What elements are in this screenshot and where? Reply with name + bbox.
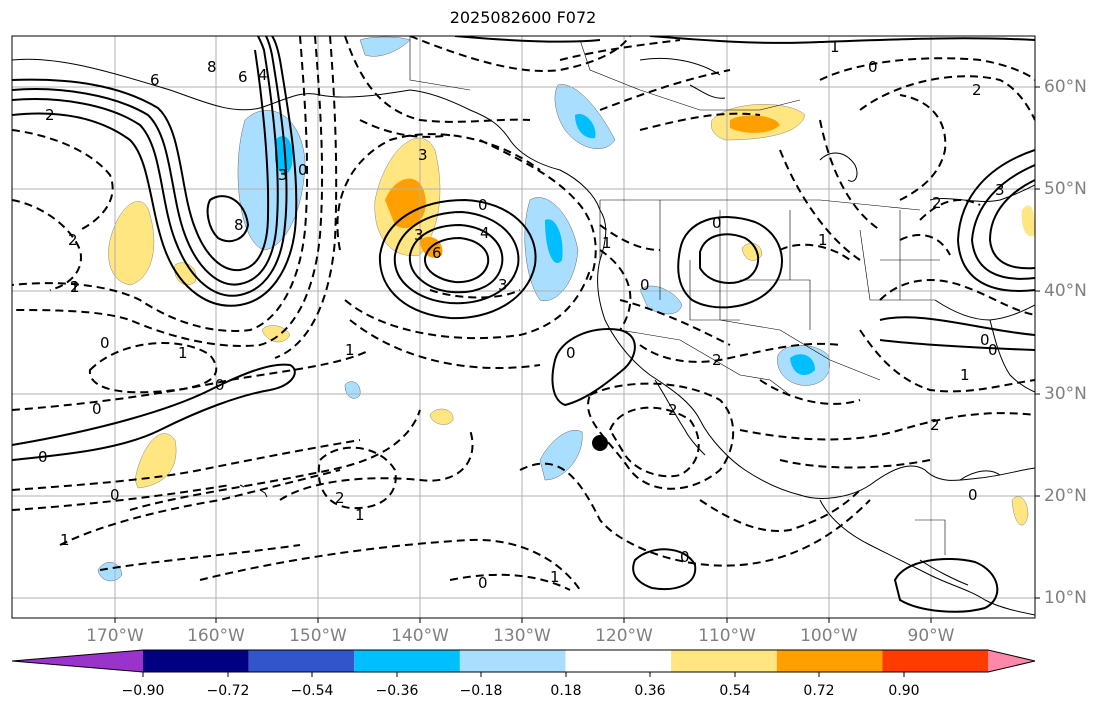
- contour-label: 0: [298, 161, 308, 179]
- contour-label: 2: [930, 416, 940, 434]
- colorbar-tick-label: −0.54: [290, 683, 334, 699]
- lon-label: 110°W: [698, 626, 756, 646]
- contour-label: 1: [70, 278, 80, 296]
- lat-label: 60°N: [1044, 77, 1087, 97]
- colorbar-tick-label: 0.90: [888, 683, 920, 699]
- contour-label: 8: [234, 216, 244, 234]
- colorbar-tick-label: 0.18: [550, 683, 582, 699]
- contour-label: 0: [100, 334, 110, 352]
- lon-label: 130°W: [493, 626, 551, 646]
- lat-label: 30°N: [1044, 384, 1087, 404]
- contour-label: 0: [988, 341, 998, 359]
- lat-label: 50°N: [1044, 179, 1087, 199]
- contour-label: 3: [995, 181, 1005, 199]
- colorbar-tick-label: 0.36: [634, 683, 666, 699]
- contour-label: 0: [478, 574, 488, 592]
- contour-label: 1: [960, 366, 970, 384]
- contour-label: 4: [480, 224, 490, 242]
- contour-label: 0: [680, 548, 690, 566]
- graticule: [12, 36, 1035, 618]
- contour-label: 3: [418, 146, 428, 164]
- contour-label: 6: [432, 244, 442, 262]
- contour-label: 1: [602, 234, 612, 252]
- contour-label: 0: [478, 196, 488, 214]
- contour-label: 2: [335, 489, 345, 507]
- contour-label: 0: [92, 400, 102, 418]
- contour-label: 4: [258, 66, 268, 84]
- contour-labels: 2 6 8 6 4 0 3 2 1 0 1 0 2 3 8 3 0 4 6 3 …: [38, 38, 1005, 592]
- lon-label: 90°W: [907, 626, 955, 646]
- contour-label: 0: [868, 58, 878, 76]
- lon-label: 120°W: [595, 626, 653, 646]
- colorbar-tick-label: 0.54: [719, 683, 751, 699]
- contour-label: 1: [345, 341, 355, 359]
- borders: [409, 36, 946, 555]
- contour-label: 0: [640, 276, 650, 294]
- lon-label: 140°W: [391, 626, 449, 646]
- colorbar-tick-label: 0.72: [803, 683, 835, 699]
- contour-label: 2: [932, 194, 942, 212]
- contours-dashed: [12, 36, 1035, 591]
- contour-label: 0: [566, 344, 576, 362]
- contour-label: 0: [968, 486, 978, 504]
- lon-label: 170°W: [86, 626, 144, 646]
- lon-label: 160°W: [187, 626, 245, 646]
- contour-label: 3: [498, 276, 508, 294]
- storm-position-marker: [592, 435, 608, 451]
- contour-label: 6: [150, 71, 160, 89]
- contour-label: 1: [355, 506, 365, 524]
- contour-label: 6: [238, 68, 248, 86]
- colorbar-tick-label: −0.36: [375, 683, 419, 699]
- contour-label: 1: [550, 568, 560, 586]
- lat-label: 20°N: [1044, 486, 1087, 506]
- contours-solid: [12, 36, 1035, 613]
- contour-label: 2: [972, 81, 982, 99]
- contour-label: 0: [980, 331, 990, 349]
- map-frame: [11, 35, 1036, 619]
- shaded-anomalies: [97, 36, 1035, 582]
- contour-label: 0: [215, 376, 225, 394]
- contour-label: 2: [668, 401, 678, 419]
- map-title: 2025082600 F072: [449, 8, 597, 27]
- colorbar-tick-label: −0.90: [121, 683, 165, 699]
- colorbar-tick-label: −0.18: [459, 683, 503, 699]
- lon-label: 150°W: [289, 626, 347, 646]
- contour-label: 0: [38, 448, 48, 466]
- contour-label: 2: [68, 231, 78, 249]
- contour-label: 2: [70, 278, 80, 296]
- contour-label: 2: [45, 106, 55, 124]
- contour-label: 0: [110, 486, 120, 504]
- contour-label: 8: [207, 58, 217, 76]
- contour-label: 1: [178, 344, 188, 362]
- contour-label: 3: [278, 166, 288, 184]
- contour-label: 1: [818, 231, 828, 249]
- contour-label: 0: [712, 214, 722, 232]
- lon-label: 100°W: [800, 626, 858, 646]
- contour-label: 1: [60, 531, 70, 549]
- lat-label: 40°N: [1044, 281, 1087, 301]
- lat-label: 10°N: [1044, 588, 1087, 608]
- contour-label: 2: [712, 351, 722, 369]
- contour-label: 3: [414, 226, 424, 244]
- axis-ticks: [114, 86, 1040, 623]
- colorbar-tick-label: −0.72: [206, 683, 250, 699]
- coastlines: [12, 57, 1035, 616]
- contour-label: 1: [830, 38, 840, 56]
